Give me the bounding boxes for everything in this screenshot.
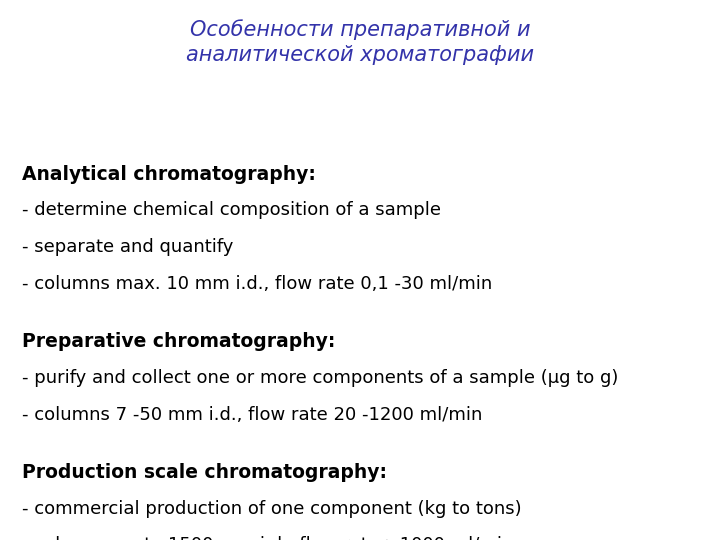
Text: - determine chemical composition of a sample: - determine chemical composition of a sa… bbox=[22, 201, 441, 219]
Text: - columns 7 -50 mm i.d., flow rate 20 -1200 ml/min: - columns 7 -50 mm i.d., flow rate 20 -1… bbox=[22, 406, 482, 423]
Text: - columns up to 1500 mm i.d., flow rate >1000 ml/min: - columns up to 1500 mm i.d., flow rate … bbox=[22, 536, 513, 540]
Text: - commercial production of one component (kg to tons): - commercial production of one component… bbox=[22, 500, 521, 517]
Text: Preparative chromatography:: Preparative chromatography: bbox=[22, 332, 335, 351]
Text: Analytical chromatography:: Analytical chromatography: bbox=[22, 165, 315, 184]
Text: Production scale chromatography:: Production scale chromatography: bbox=[22, 463, 387, 482]
Text: Особенности препаративной и
аналитической хроматографии: Особенности препаративной и аналитическо… bbox=[186, 19, 534, 65]
Text: - purify and collect one or more components of a sample (μg to g): - purify and collect one or more compone… bbox=[22, 369, 618, 387]
Text: - separate and quantify: - separate and quantify bbox=[22, 238, 233, 256]
Text: - columns max. 10 mm i.d., flow rate 0,1 -30 ml/min: - columns max. 10 mm i.d., flow rate 0,1… bbox=[22, 275, 492, 293]
